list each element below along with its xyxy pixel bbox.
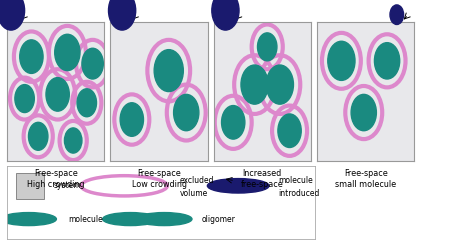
- Circle shape: [64, 128, 82, 153]
- Bar: [16, 173, 44, 199]
- Circle shape: [241, 65, 268, 104]
- Circle shape: [55, 34, 80, 71]
- Text: volume: volume: [180, 188, 208, 198]
- Circle shape: [1, 213, 56, 226]
- Circle shape: [154, 50, 183, 92]
- Text: oligomer: oligomer: [201, 214, 235, 224]
- Circle shape: [374, 43, 400, 79]
- Circle shape: [109, 0, 136, 30]
- Circle shape: [173, 94, 199, 131]
- Circle shape: [0, 0, 25, 30]
- Circle shape: [103, 213, 158, 226]
- Text: Free-space
High crowding: Free-space High crowding: [27, 169, 84, 189]
- Text: molecule: molecule: [69, 214, 103, 224]
- Circle shape: [278, 114, 301, 147]
- Circle shape: [328, 41, 355, 80]
- Circle shape: [207, 179, 269, 193]
- Circle shape: [77, 89, 97, 117]
- Circle shape: [257, 33, 277, 61]
- Text: molecule: molecule: [278, 176, 313, 185]
- Text: Increased
free-space: Increased free-space: [241, 169, 284, 189]
- Circle shape: [15, 85, 34, 113]
- Circle shape: [390, 5, 403, 25]
- Text: excluded: excluded: [180, 176, 214, 185]
- Circle shape: [351, 94, 376, 131]
- Circle shape: [46, 78, 69, 111]
- Circle shape: [266, 65, 293, 104]
- Text: Free-space
Low crowding: Free-space Low crowding: [131, 169, 187, 189]
- Circle shape: [20, 40, 43, 74]
- Text: system: system: [53, 181, 81, 190]
- Text: introduced: introduced: [278, 188, 319, 198]
- Circle shape: [82, 48, 103, 79]
- Circle shape: [120, 103, 144, 136]
- Circle shape: [137, 213, 192, 226]
- Circle shape: [221, 106, 245, 139]
- Circle shape: [28, 122, 48, 150]
- Circle shape: [212, 0, 239, 30]
- Text: Free-space
small molecule: Free-space small molecule: [335, 169, 396, 189]
